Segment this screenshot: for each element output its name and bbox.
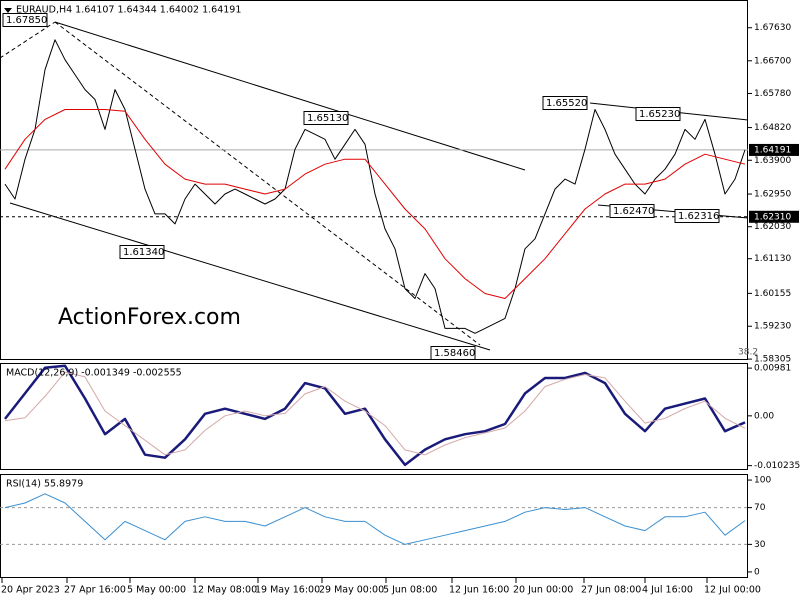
x-tick-label: 12 May 08:00: [192, 585, 257, 596]
watermark: ActionForex.com: [58, 305, 241, 330]
annotation-label: 38.2: [738, 348, 758, 358]
annotation-box: [635, 107, 681, 121]
x-tick-label: 5 May 00:00: [127, 585, 186, 596]
annotation-box: [674, 209, 720, 223]
annotation-label: 1.65130: [307, 113, 348, 124]
annotation-label: 1.61340: [123, 247, 164, 258]
annotation-label: 1.62316: [678, 211, 719, 222]
x-tick-label: 29 May 00:00: [319, 585, 384, 596]
channel-upper: [54, 21, 526, 171]
price-box: [749, 143, 799, 156]
x-tick-label: 5 Jun 08:00: [383, 585, 437, 596]
series-line: [4, 39, 746, 334]
x-tick-label: 20 Jun 00:00: [513, 585, 573, 596]
annotation-box: [2, 13, 48, 27]
x-tick-label: 19 May 16:00: [255, 585, 320, 596]
fib-line: [0, 21, 56, 59]
y-tick-label: 1.66700: [754, 56, 791, 66]
panel-title: EURAUD,H4 1.64107 1.64344 1.64002 1.6419…: [16, 5, 241, 16]
y-tick-label: 0.00: [754, 411, 774, 421]
price-box: [749, 210, 799, 223]
y-tick-label: 1.61130: [754, 254, 791, 264]
y-tick-label: 1.65780: [754, 89, 791, 99]
y-tick-label: -0.010235: [754, 461, 800, 471]
y-tick-label: 0.00981: [754, 364, 791, 374]
y-tick-label: 1.62030: [754, 222, 791, 232]
menu-arrow: [4, 8, 12, 13]
annotation-label: 1.65230: [639, 109, 680, 120]
panel-frame: [0, 474, 748, 578]
y-tick-label: 1.58305: [754, 355, 791, 365]
annotation-box: [430, 346, 476, 360]
x-tick-label: 27 Jun 08:00: [581, 585, 641, 596]
panel-frame: [0, 363, 748, 470]
price-box-label: 1.64191: [754, 145, 791, 155]
fib-line: [54, 21, 481, 346]
annotation-label: 1.67850: [6, 15, 47, 26]
y-tick-label: 1.59230: [754, 322, 791, 332]
x-tick-label: 27 Apr 16:00: [64, 585, 126, 596]
series-line: [4, 493, 746, 545]
series-line: [4, 371, 746, 456]
annotation-label: 1.58460: [434, 348, 475, 359]
x-tick-label: 12 Jun 16:00: [449, 585, 509, 596]
panel-frame: [0, 0, 748, 360]
y-tick-label: 30: [754, 540, 766, 550]
annotation-box: [303, 111, 349, 125]
x-tick-label: 4 Jul 16:00: [642, 585, 693, 596]
trend-lines: [0, 21, 749, 351]
x-tick-label: 12 Jul 00:00: [704, 585, 761, 596]
series-line: [4, 109, 746, 299]
channel-lower: [9, 202, 491, 351]
y-tick-label: 1.63900: [754, 156, 791, 166]
annotation-box: [542, 96, 588, 110]
x-tick-label: 20 Apr 2023: [1, 585, 60, 596]
price-box-label: 1.62310: [754, 212, 791, 222]
annotation-box: [119, 245, 165, 259]
y-tick-label: 1.60155: [754, 289, 791, 299]
annotation-label: 1.65520: [546, 98, 587, 109]
y-tick-label: 1.67630: [754, 23, 791, 33]
y-tick-label: 1.64820: [754, 123, 791, 133]
y-tick-label: 0: [754, 567, 760, 577]
y-tick-label: 70: [754, 503, 766, 513]
y-tick-label: 1.62950: [754, 190, 791, 200]
panel-title: MACD(12,26,9) -0.001349 -0.002555: [6, 368, 182, 379]
y-tick-label: 100: [754, 476, 771, 486]
series-line: [4, 364, 746, 467]
annotation-box: [609, 204, 655, 218]
panel-title: RSI(14) 55.8979: [6, 479, 83, 490]
annotation-label: 1.62470: [613, 206, 654, 217]
